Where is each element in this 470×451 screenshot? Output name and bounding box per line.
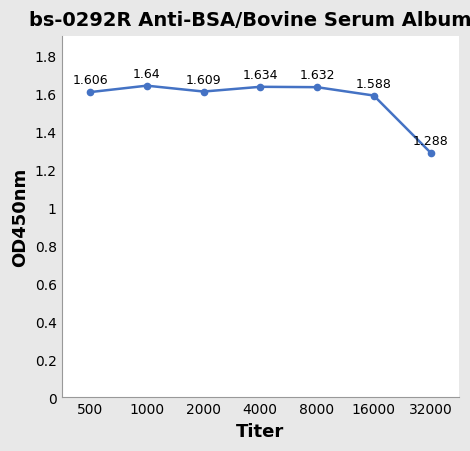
Text: 1.64: 1.64 xyxy=(133,68,161,81)
Title: bs-0292R Anti-BSA/Bovine Serum Albumin: bs-0292R Anti-BSA/Bovine Serum Albumin xyxy=(29,11,470,30)
Text: 1.609: 1.609 xyxy=(186,74,221,87)
Y-axis label: OD450nm: OD450nm xyxy=(11,168,29,267)
Text: 1.634: 1.634 xyxy=(243,69,278,82)
Text: 1.632: 1.632 xyxy=(299,69,335,82)
Text: 1.288: 1.288 xyxy=(413,134,448,147)
Text: 1.606: 1.606 xyxy=(72,74,108,87)
X-axis label: Titer: Titer xyxy=(236,422,284,440)
Text: 1.588: 1.588 xyxy=(356,78,392,91)
